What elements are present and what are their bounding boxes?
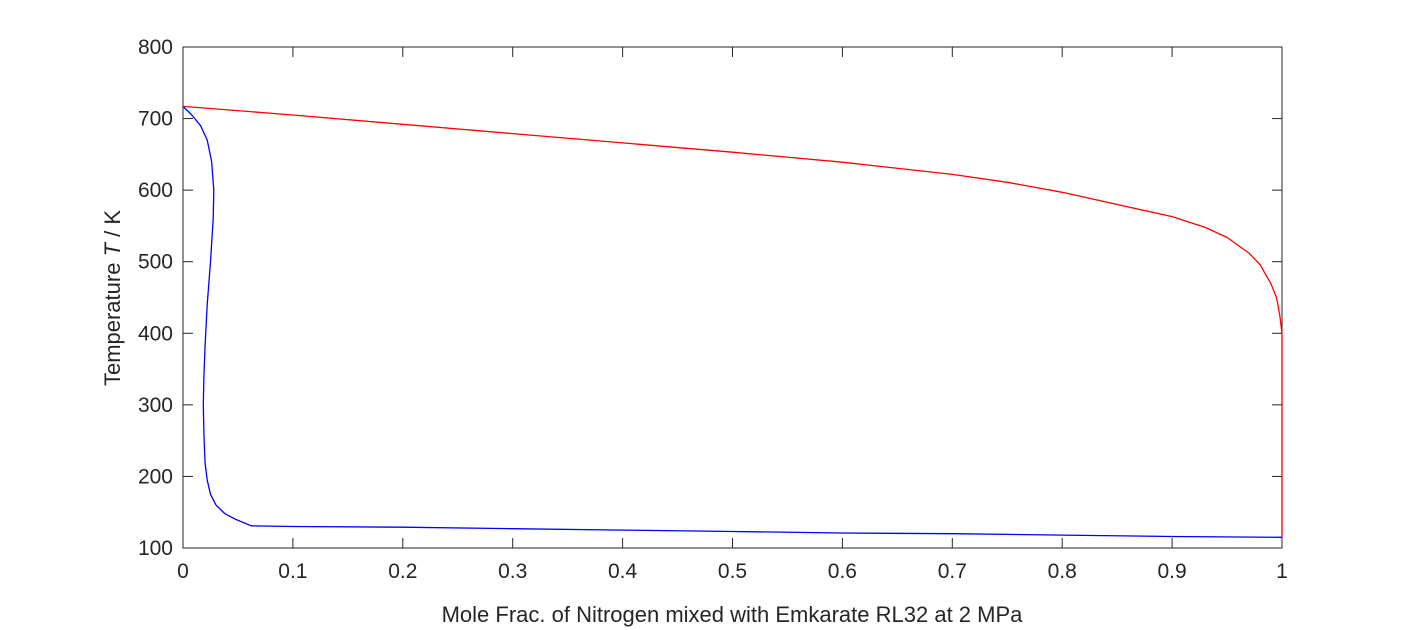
x-tick-label: 0.6 <box>828 560 857 583</box>
y-tick-label: 300 <box>138 394 173 417</box>
x-tick-label: 0.5 <box>718 560 747 583</box>
y-tick-label: 100 <box>138 537 173 560</box>
series-line-1 <box>182 105 1283 538</box>
y-axis-label-suffix: / K <box>100 210 125 243</box>
x-tick-label: 0.1 <box>278 560 307 583</box>
x-tick-label: 0.7 <box>938 560 967 583</box>
y-axis-label-prefix: Temperature <box>100 256 125 386</box>
y-axis-ticks: 100 200 300 400 500 600 700 800 <box>138 36 1282 560</box>
x-tick-label: 0.2 <box>388 560 417 583</box>
x-tick-label: 0.3 <box>498 560 527 583</box>
x-tick-label: 0.4 <box>608 560 638 583</box>
x-axis-label: Mole Frac. of Nitrogen mixed with Emkara… <box>442 602 1024 627</box>
x-tick-label: 0 <box>177 560 189 583</box>
y-tick-label: 600 <box>138 179 173 202</box>
series-line-2 <box>182 105 1283 538</box>
x-tick-label: 1 <box>1276 560 1288 583</box>
x-tick-label: 0.8 <box>1048 560 1077 583</box>
series-layer <box>182 105 1283 538</box>
y-axis-label-symbol: T <box>100 241 125 256</box>
y-axis-label: Temperature T / K <box>100 210 125 386</box>
x-axis-ticks: 0 0.1 0.2 0.3 0.4 0.5 0.6 0.7 0.8 0.9 1 <box>177 47 1288 583</box>
y-tick-label: 200 <box>138 465 173 488</box>
y-tick-label: 700 <box>138 108 173 131</box>
x-tick-label: 0.9 <box>1157 560 1186 583</box>
y-tick-label: 400 <box>138 322 173 345</box>
y-tick-label: 500 <box>138 251 173 274</box>
y-tick-label: 800 <box>138 36 173 59</box>
